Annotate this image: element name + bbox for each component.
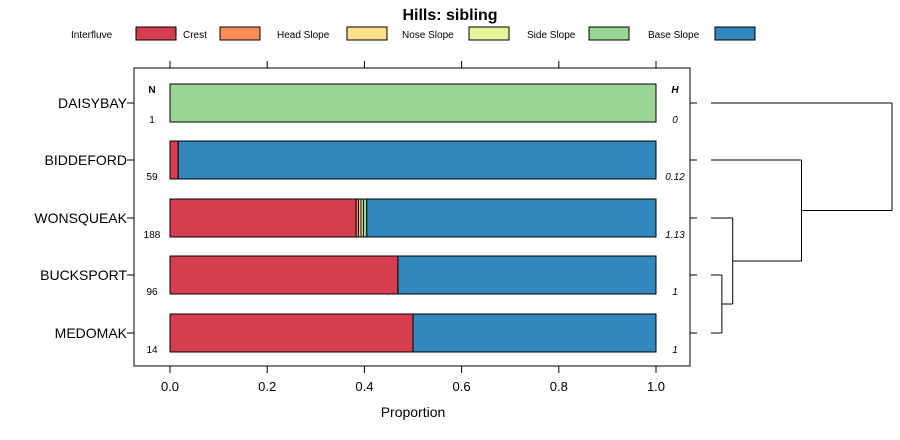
bar-medomak-base-slope <box>412 313 657 353</box>
h-value-medomak: 1 <box>672 345 678 356</box>
x-tick-label-0-4: 0.4 <box>355 379 373 394</box>
bar-daisybay-side-slope <box>169 83 657 123</box>
legend-swatch-side-slope <box>588 26 630 41</box>
legend-label-interfluve: Interfluve <box>71 30 113 41</box>
bar-biddeford-interfluve <box>169 140 179 180</box>
bar-bucksport-base-slope <box>397 255 657 295</box>
x-tick-label-0-2: 0.2 <box>258 379 276 394</box>
legend-swatch-head-slope <box>346 26 388 41</box>
legend-swatch-crest <box>219 26 261 41</box>
legend-swatch-interfluve <box>135 26 177 41</box>
legend-label-nose-slope: Nose Slope <box>402 30 454 41</box>
h-value-daisybay: 0 <box>672 115 678 126</box>
dendrogram <box>711 102 893 334</box>
category-label-biddeford: BIDDEFORD <box>45 152 127 168</box>
legend-swatch-base-slope <box>714 26 756 41</box>
x-axis-label: Proportion <box>381 404 446 420</box>
category-label-medomak: MEDOMAK <box>55 325 128 341</box>
bar-medomak-interfluve <box>169 313 414 353</box>
x-tick-label-0-8: 0.8 <box>550 379 568 394</box>
n-value-medomak: 14 <box>146 345 158 356</box>
h-value-wonsqueak: 1.13 <box>665 230 685 241</box>
chart-title: Hills: sibling <box>402 7 497 24</box>
x-tick-label-0-0: 0.0 <box>161 379 179 394</box>
bar-bucksport-interfluve <box>169 255 399 295</box>
legend-label-base-slope: Base Slope <box>648 30 700 41</box>
n-header: N <box>148 85 155 96</box>
n-value-biddeford: 59 <box>146 172 158 183</box>
bar-wonsqueak-interfluve <box>169 198 357 238</box>
n-value-bucksport: 96 <box>146 287 158 298</box>
h-header: H <box>671 85 679 96</box>
n-value-wonsqueak: 188 <box>144 230 161 241</box>
n-value-daisybay: 1 <box>149 115 155 126</box>
bar-wonsqueak-base-slope <box>366 198 657 238</box>
legend-label-side-slope: Side Slope <box>527 30 576 41</box>
bar-rows: DAISYBAY 1 0 BIDDEFORD 59 0.12 WONSQUEAK 188 1.1… <box>34 83 697 356</box>
bar-biddeford-base-slope <box>177 140 657 180</box>
h-value-biddeford: 0.12 <box>665 172 685 183</box>
legend-label-crest: Crest <box>183 30 207 41</box>
category-label-bucksport: BUCKSPORT <box>40 267 127 283</box>
plot-panel <box>133 67 691 367</box>
h-value-bucksport: 1 <box>672 287 678 298</box>
x-tick-label-0-6: 0.6 <box>453 379 471 394</box>
legend-label-head-slope: Head Slope <box>277 30 330 41</box>
x-tick-label-1-0: 1.0 <box>647 379 665 394</box>
category-label-daisybay: DAISYBAY <box>58 95 128 111</box>
category-label-wonsqueak: WONSQUEAK <box>34 210 127 226</box>
x-axis: 0.0 0.2 0.4 0.6 0.8 1.0 <box>161 61 665 394</box>
legend-swatch-nose-slope <box>468 26 510 41</box>
bar-wonsqueak-side-slope <box>362 198 368 238</box>
legend: Interfluve Crest Head Slope Nose Slope Side … <box>71 26 756 41</box>
